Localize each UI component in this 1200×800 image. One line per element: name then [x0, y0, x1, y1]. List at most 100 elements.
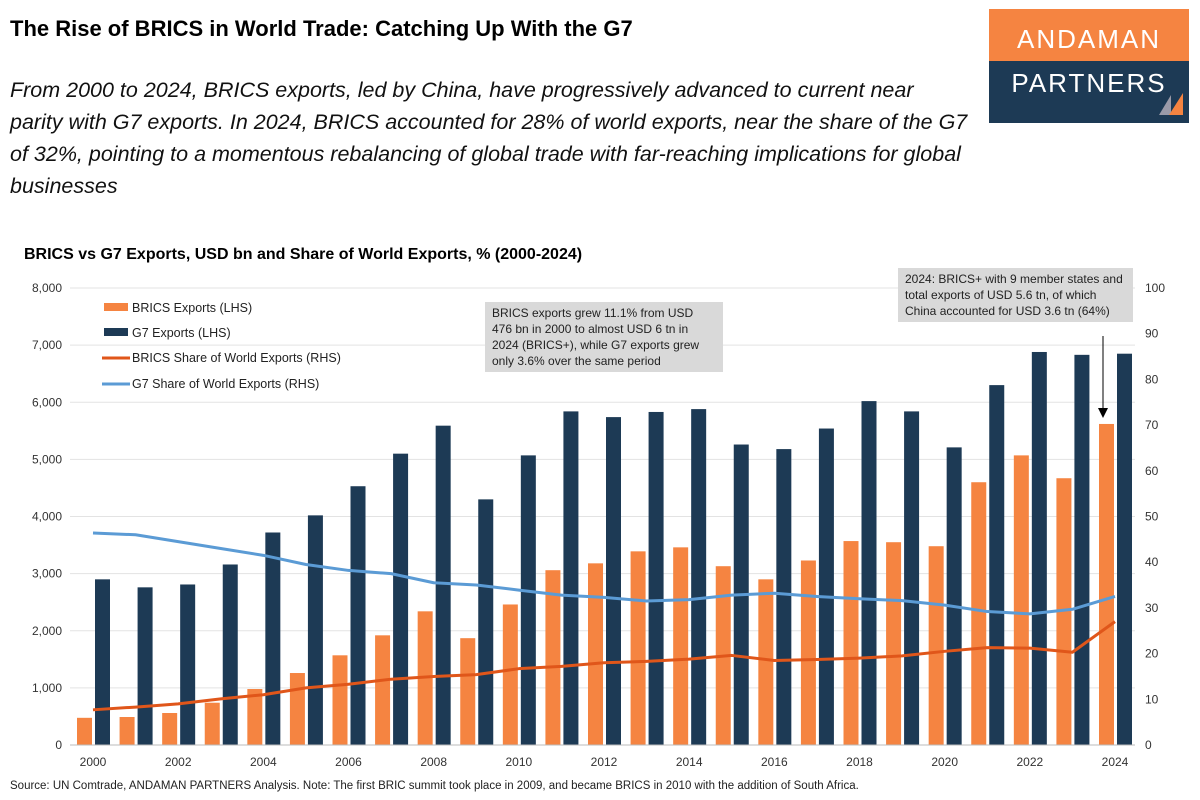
- g7-share-line: [92, 531, 1116, 616]
- y-right-tick-label: 60: [1145, 464, 1159, 478]
- y-right-tick-label: 40: [1145, 555, 1159, 569]
- legend-label: G7 Exports (LHS): [132, 326, 231, 340]
- brics-exports-bar: [77, 717, 92, 745]
- g7-exports-bar: [222, 564, 238, 745]
- x-tick-label: 2004: [250, 755, 277, 769]
- g7-exports-bar: [520, 455, 536, 745]
- brics-exports-bar: [928, 546, 944, 745]
- g7-exports-bar: [350, 486, 366, 745]
- brics-exports-bar: [545, 570, 561, 745]
- x-tick-label: 2008: [420, 755, 447, 769]
- legend-swatch: [104, 328, 128, 336]
- g7-exports-bar: [265, 532, 281, 745]
- g7-exports-bar: [904, 411, 920, 745]
- g7-exports-bar: [137, 587, 153, 745]
- y-right-tick-label: 70: [1145, 418, 1159, 432]
- sail-icon: [1159, 93, 1183, 115]
- x-tick-label: 2000: [80, 755, 107, 769]
- g7-exports-bar: [989, 385, 1005, 745]
- brics-exports-bar: [971, 482, 987, 745]
- g7-exports-bar: [1117, 353, 1132, 745]
- logo-line2: PARTNERS: [989, 61, 1189, 123]
- y-right-tick-label: 100: [1145, 281, 1165, 295]
- g7-exports-bar: [691, 409, 707, 745]
- logo-line1: ANDAMAN: [989, 9, 1189, 61]
- chart-title: BRICS vs G7 Exports, USD bn and Share of…: [24, 246, 583, 263]
- g7-exports-bar: [1031, 351, 1047, 745]
- g7-exports-bar: [307, 515, 323, 745]
- y-right-tick-label: 50: [1145, 510, 1159, 524]
- g7-exports-bar: [946, 447, 962, 745]
- y-left-tick-label: 2,000: [32, 624, 62, 638]
- brics-exports-bar: [1013, 455, 1029, 745]
- g7-exports-bar: [776, 449, 792, 745]
- brics-exports-bar: [247, 689, 263, 745]
- brics-exports-bar: [886, 542, 902, 745]
- g7-exports-bar: [563, 411, 579, 745]
- y-left-tick-label: 0: [55, 738, 62, 752]
- g7-exports-bar: [606, 417, 621, 745]
- arrow-head-icon: [1098, 408, 1108, 418]
- y-right-tick-label: 20: [1145, 647, 1159, 661]
- y-left-tick-label: 3,000: [32, 567, 62, 581]
- y-right-tick-label: 0: [1145, 738, 1152, 752]
- brics-exports-bar: [289, 673, 305, 745]
- g7-exports-bar: [648, 411, 664, 745]
- page-title: The Rise of BRICS in World Trade: Catchi…: [10, 16, 633, 41]
- g7-exports-bar: [95, 579, 110, 745]
- x-tick-label: 2020: [931, 755, 958, 769]
- x-tick-label: 2002: [165, 755, 192, 769]
- brics-exports-bar: [673, 547, 689, 745]
- brics-exports-bar: [332, 655, 348, 745]
- g7-exports-bar: [180, 584, 196, 745]
- andaman-partners-logo: ANDAMAN PARTNERS: [989, 9, 1189, 123]
- x-tick-label: 2014: [676, 755, 703, 769]
- brics-exports-bar: [460, 638, 476, 745]
- x-tick-label: 2016: [761, 755, 788, 769]
- annotation-2024: 2024: BRICS+ with 9 member states and to…: [898, 268, 1133, 322]
- g7-exports-bar: [818, 428, 834, 745]
- brics-exports-bar: [502, 604, 518, 745]
- g7-exports-bar: [435, 425, 451, 745]
- brics-share-line: [92, 620, 1116, 712]
- brics-exports-bar: [843, 541, 859, 745]
- y-right-tick-label: 30: [1145, 601, 1159, 615]
- brics-exports-bar: [162, 713, 178, 745]
- x-tick-label: 2024: [1102, 755, 1129, 769]
- x-tick-label: 2006: [335, 755, 362, 769]
- g7-exports-bar: [861, 401, 877, 745]
- x-tick-label: 2022: [1016, 755, 1043, 769]
- brics-exports-bar: [1099, 423, 1114, 745]
- y-left-tick-label: 7,000: [32, 338, 62, 352]
- y-left-tick-label: 8,000: [32, 281, 62, 295]
- brics-exports-bar: [588, 563, 603, 745]
- y-right-tick-label: 90: [1145, 327, 1159, 341]
- brics-exports-bar: [375, 635, 391, 745]
- brics-exports-bar: [204, 702, 220, 745]
- g7-exports-bar: [393, 453, 409, 745]
- legend-swatch: [104, 303, 128, 311]
- y-right-tick-label: 80: [1145, 372, 1159, 386]
- y-left-tick-label: 6,000: [32, 395, 62, 409]
- brics-exports-bar: [119, 717, 135, 745]
- x-tick-label: 2012: [591, 755, 618, 769]
- annotation-growth: BRICS exports grew 11.1% from USD 476 bn…: [485, 302, 723, 372]
- y-right-tick-label: 10: [1145, 692, 1159, 706]
- page-subtitle: From 2000 to 2024, BRICS exports, led by…: [10, 78, 968, 198]
- g7-exports-bar: [478, 499, 494, 745]
- x-tick-label: 2018: [846, 755, 873, 769]
- y-left-tick-label: 5,000: [32, 452, 62, 466]
- y-left-tick-label: 1,000: [32, 681, 62, 695]
- brics-exports-bar: [800, 560, 816, 745]
- x-tick-label: 2010: [505, 755, 532, 769]
- source-note: Source: UN Comtrade, ANDAMAN PARTNERS An…: [10, 780, 859, 792]
- brics-exports-bar: [630, 551, 646, 745]
- y-left-tick-label: 4,000: [32, 510, 62, 524]
- brics-exports-bar: [758, 579, 774, 745]
- legend-label: BRICS Share of World Exports (RHS): [132, 351, 341, 365]
- g7-exports-bar: [1074, 354, 1090, 745]
- legend-label: BRICS Exports (LHS): [132, 301, 252, 315]
- legend-label: G7 Share of World Exports (RHS): [132, 377, 319, 391]
- logo-line2-text: PARTNERS: [1011, 68, 1167, 98]
